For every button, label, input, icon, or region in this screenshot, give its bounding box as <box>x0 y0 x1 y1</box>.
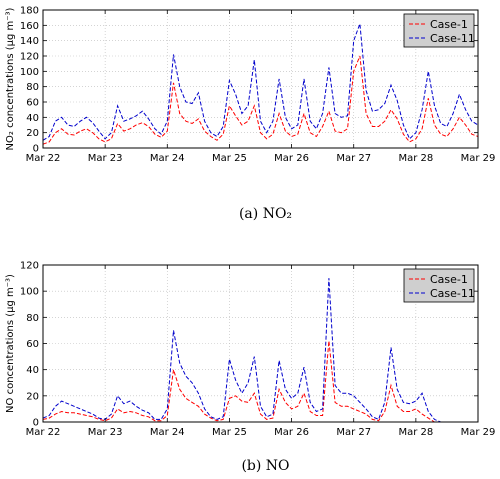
y-tick-label: 0 <box>33 418 39 429</box>
x-tick-label: Mar 27 <box>336 427 371 438</box>
y-tick-label: 100 <box>20 287 39 298</box>
y-tick-label: 160 <box>20 21 39 32</box>
x-tick-label: Mar 22 <box>26 427 61 438</box>
x-tick-label: Mar 26 <box>274 153 309 164</box>
legend-label-case-11: Case-11 <box>430 32 475 45</box>
y-tick-label: 80 <box>26 82 39 93</box>
plot-frame <box>42 9 479 149</box>
y-axis-label: NO₂ concentrations (μg m⁻³) <box>5 7 16 150</box>
y-tick-label: 120 <box>20 52 39 63</box>
y-tick-label: 0 <box>33 144 39 155</box>
y-tick-label: 80 <box>26 313 39 324</box>
series-line-case-1 <box>42 340 478 423</box>
series-line-case-11 <box>42 23 479 141</box>
x-tick-label: Mar 28 <box>398 427 433 438</box>
x-tick-label: Mar 23 <box>88 153 123 164</box>
x-tick-label: Mar 22 <box>26 153 61 164</box>
no2-panel: 0 20 40 60 80 100 120 140 160 180 Mar 22 Mar 23 Mar … <box>5 6 495 223</box>
y-tick-label: 120 <box>20 261 39 272</box>
legend-box <box>403 268 475 303</box>
x-tick-label: Mar 28 <box>398 153 433 164</box>
x-tick-label: Mar 25 <box>212 153 247 164</box>
y-tick-label: 60 <box>26 98 39 109</box>
legend-label-case-11: Case-11 <box>430 287 475 300</box>
x-tick-label: Mar 27 <box>336 153 371 164</box>
y-tick-label: 20 <box>26 128 39 139</box>
series-line-case-1 <box>42 55 479 145</box>
panel-caption: (b) NO <box>241 458 289 474</box>
y-tick-label: 100 <box>20 67 39 78</box>
legend-label-case-1: Case-1 <box>430 273 468 286</box>
y-tick-label: 60 <box>26 339 39 350</box>
y-tick-label: 180 <box>20 6 39 17</box>
legend-label-case-1: Case-1 <box>430 18 468 31</box>
x-tick-label: Mar 26 <box>274 427 309 438</box>
y-tick-label: 40 <box>26 365 39 376</box>
panel-caption: (a) NO₂ <box>239 206 292 222</box>
y-tick-label: 40 <box>26 113 39 124</box>
x-tick-label: Mar 24 <box>150 153 185 164</box>
y-tick-label: 140 <box>20 36 39 47</box>
x-tick-label: Mar 29 <box>461 153 496 164</box>
y-tick-label: 20 <box>26 391 39 402</box>
no-panel: 0 20 40 60 80 100 120 Mar 22 Mar 23 Mar 24 Mar 25 M… <box>5 261 495 475</box>
legend-box <box>403 13 475 48</box>
y-axis-label: NO concentrations (μg m⁻³) <box>5 274 16 413</box>
x-tick-label: Mar 24 <box>150 427 185 438</box>
x-tick-label: Mar 25 <box>212 427 247 438</box>
x-tick-label: Mar 29 <box>461 427 496 438</box>
x-tick-label: Mar 23 <box>88 427 123 438</box>
